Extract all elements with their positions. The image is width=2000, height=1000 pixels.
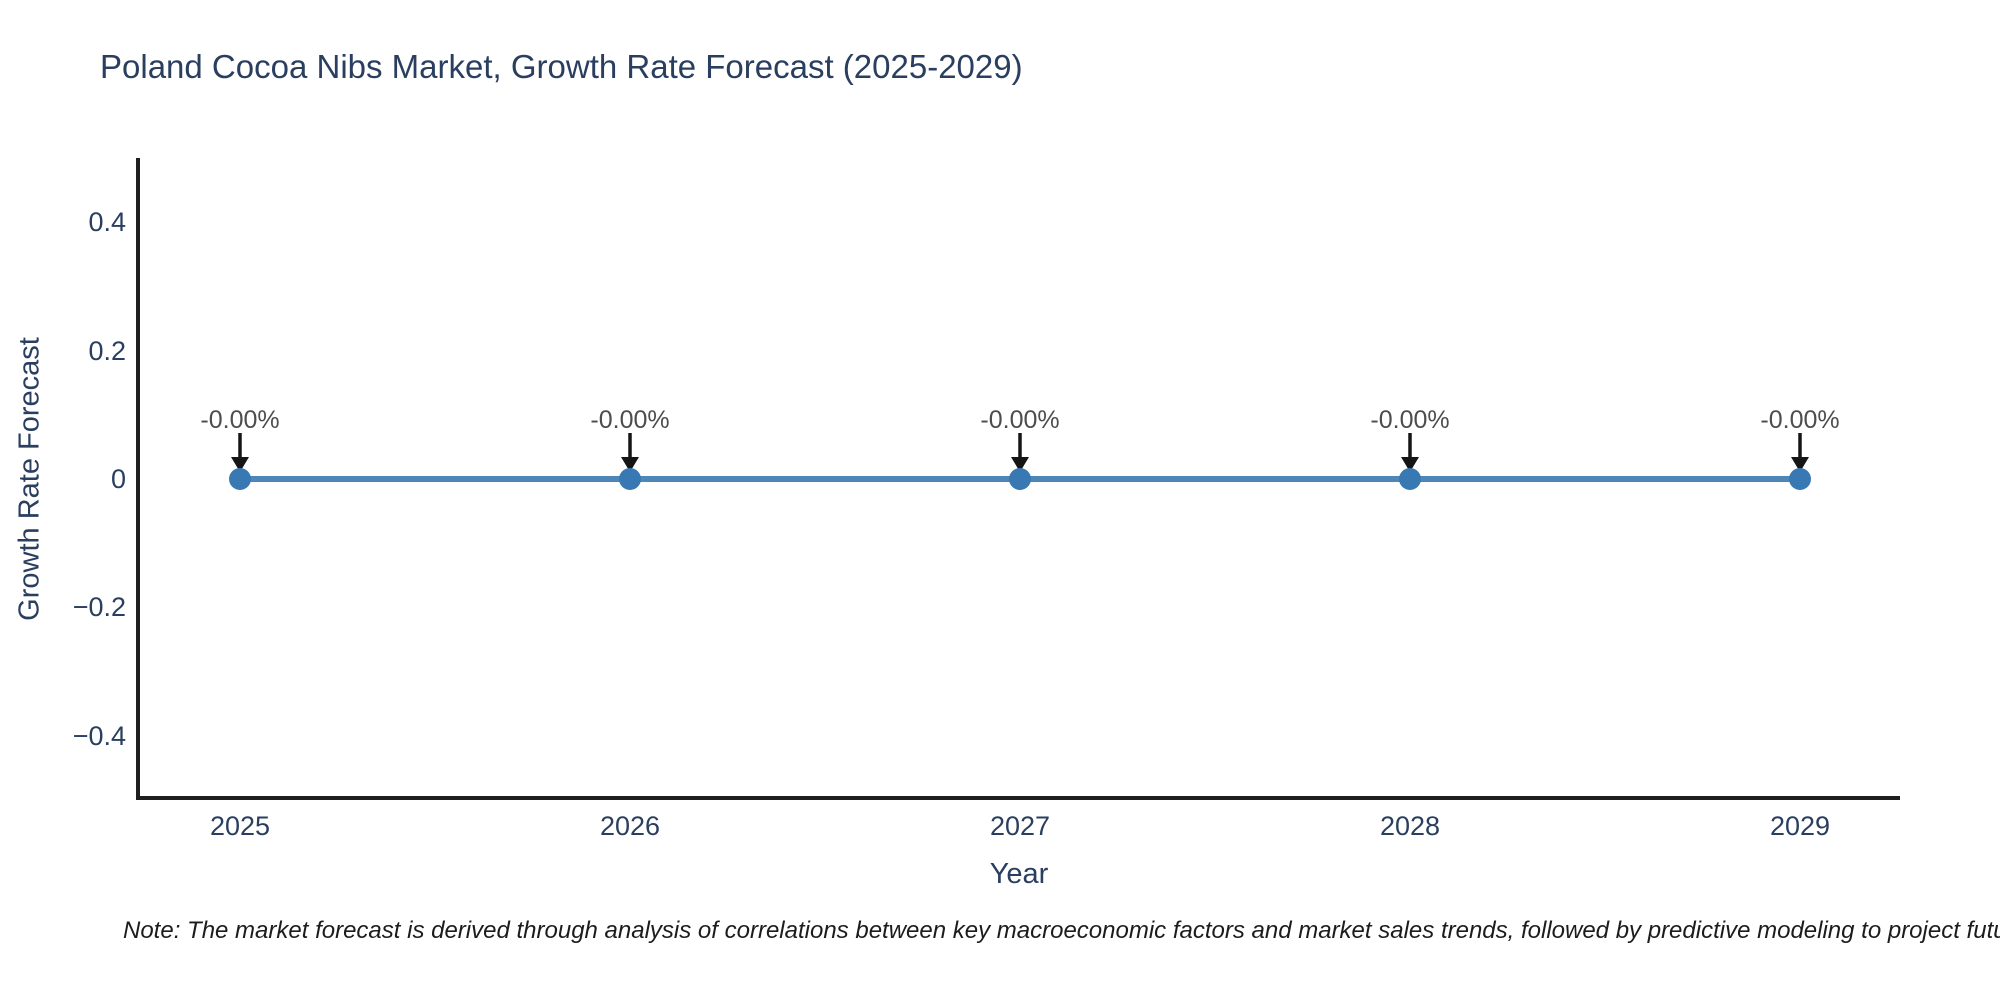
y-tick-label: −0.2 <box>72 592 126 623</box>
data-point-marker[interactable] <box>1789 468 1811 490</box>
x-tick-label: 2025 <box>209 811 271 841</box>
y-tick-label: 0.4 <box>88 207 126 238</box>
data-point-marker[interactable] <box>1009 468 1031 490</box>
y-tick-label: 0.2 <box>88 335 126 366</box>
data-point-marker[interactable] <box>619 468 641 490</box>
x-tick-label: 2026 <box>599 811 661 841</box>
footnote: Note: The market forecast is derived thr… <box>123 917 2000 944</box>
y-tick-label: 0 <box>110 464 126 494</box>
annotation-label: -0.00% <box>200 406 280 434</box>
plot-area[interactable] <box>136 158 1900 800</box>
data-point-marker[interactable] <box>1399 468 1421 490</box>
x-tick-label: 2027 <box>989 811 1051 841</box>
annotation-label: -0.00% <box>980 406 1060 434</box>
annotation-label: -0.00% <box>590 406 670 434</box>
y-tick-label: −0.4 <box>72 720 126 751</box>
data-point-marker[interactable] <box>229 468 251 490</box>
x-tick-label: 2028 <box>1379 811 1441 841</box>
x-tick-label: 2029 <box>1769 811 1831 841</box>
x-axis-title: Year <box>989 858 1049 890</box>
annotation-label: -0.00% <box>1760 406 1840 434</box>
chart-title: Poland Cocoa Nibs Market, Growth Rate Fo… <box>100 48 1023 85</box>
annotation-label: -0.00% <box>1370 406 1450 434</box>
